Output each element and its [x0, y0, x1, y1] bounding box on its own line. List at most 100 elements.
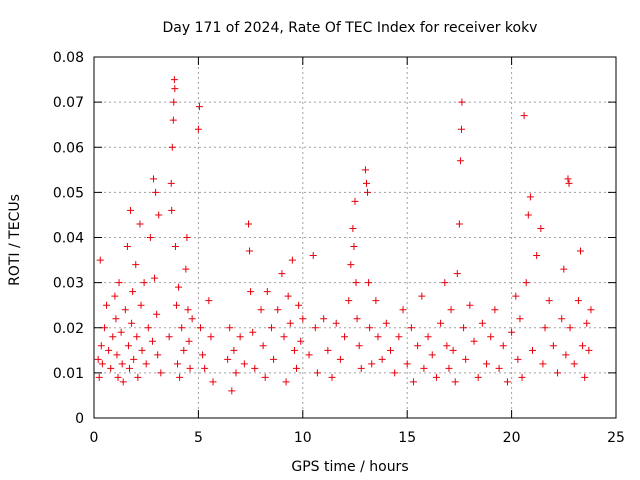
data-point	[347, 261, 355, 269]
data-point	[228, 387, 236, 395]
data-point	[487, 333, 495, 341]
data-point	[94, 355, 102, 363]
data-point	[503, 378, 511, 386]
data-point	[309, 252, 317, 260]
data-point	[455, 220, 463, 228]
data-point	[499, 342, 507, 350]
data-point	[353, 315, 361, 323]
data-point	[577, 247, 585, 255]
data-point	[174, 360, 182, 368]
data-point	[297, 337, 305, 345]
data-point	[528, 346, 536, 354]
data-point	[155, 211, 163, 219]
data-point	[184, 306, 192, 314]
data-point	[157, 369, 165, 377]
data-point	[263, 288, 271, 296]
data-point	[123, 243, 131, 251]
data-point	[274, 306, 282, 314]
y-tick-label: 0.03	[53, 276, 84, 292]
data-point	[182, 265, 190, 273]
data-point	[137, 301, 145, 309]
y-tick-label: 0.01	[53, 366, 84, 382]
data-point	[288, 256, 296, 264]
data-point	[460, 324, 468, 332]
data-point	[514, 355, 522, 363]
data-point	[562, 351, 570, 359]
data-point	[560, 265, 568, 273]
data-point	[474, 373, 482, 381]
data-point	[443, 342, 451, 350]
data-point	[168, 206, 176, 214]
data-point	[180, 346, 188, 354]
data-point	[466, 301, 474, 309]
data-point	[257, 306, 265, 314]
data-point	[117, 328, 125, 336]
data-point	[134, 373, 142, 381]
data-point	[209, 378, 217, 386]
data-point	[114, 373, 122, 381]
data-point	[365, 279, 373, 287]
data-point	[357, 364, 365, 372]
data-point	[267, 324, 275, 332]
data-point	[124, 342, 132, 350]
data-point	[176, 373, 184, 381]
data-point	[171, 85, 179, 93]
data-point	[458, 98, 466, 106]
data-point	[372, 297, 380, 305]
x-tick-label: 25	[607, 430, 625, 446]
data-point	[112, 315, 120, 323]
data-point	[364, 188, 372, 196]
data-point	[169, 116, 177, 124]
data-point	[278, 270, 286, 278]
y-axis-label: ROTI / TECUs	[7, 194, 23, 286]
data-point	[409, 378, 417, 386]
data-point	[311, 324, 319, 332]
data-point	[280, 333, 288, 341]
y-tick-label: 0.08	[53, 50, 84, 66]
data-point	[232, 369, 240, 377]
data-point	[549, 342, 557, 350]
data-point	[449, 346, 457, 354]
data-point	[251, 364, 259, 372]
data-point	[361, 166, 369, 174]
data-point	[345, 297, 353, 305]
data-point	[100, 324, 108, 332]
data-point	[305, 351, 313, 359]
data-point	[585, 346, 593, 354]
data-point	[136, 220, 144, 228]
data-point	[151, 274, 159, 282]
data-point	[483, 360, 491, 368]
data-point	[395, 333, 403, 341]
data-point	[374, 333, 382, 341]
data-point	[295, 301, 303, 309]
data-point	[541, 324, 549, 332]
data-point	[103, 301, 111, 309]
data-point	[324, 346, 332, 354]
data-point	[196, 324, 204, 332]
data-point	[428, 351, 436, 359]
data-point	[245, 220, 253, 228]
data-point	[574, 297, 582, 305]
data-point	[121, 306, 129, 314]
data-point	[462, 355, 470, 363]
data-point	[195, 103, 203, 111]
axis-ticks: 0 0.01 0.02 0.03 0.04 0.05 0.06 0.07 0.08 0 5 10 15 2…	[53, 50, 625, 446]
data-point	[558, 315, 566, 323]
data-point	[418, 292, 426, 300]
data-point	[382, 319, 390, 327]
data-point	[453, 270, 461, 278]
data-point	[518, 373, 526, 381]
data-point	[491, 306, 499, 314]
data-point	[154, 351, 162, 359]
y-tick-label: 0.05	[53, 185, 84, 201]
data-point	[236, 333, 244, 341]
data-point	[478, 319, 486, 327]
data-point	[111, 292, 119, 300]
data-point	[118, 360, 126, 368]
data-point	[183, 234, 191, 241]
data-point	[115, 279, 123, 287]
data-point	[96, 256, 104, 264]
data-point	[537, 224, 545, 232]
data-point	[522, 279, 530, 287]
data-point	[570, 360, 578, 368]
